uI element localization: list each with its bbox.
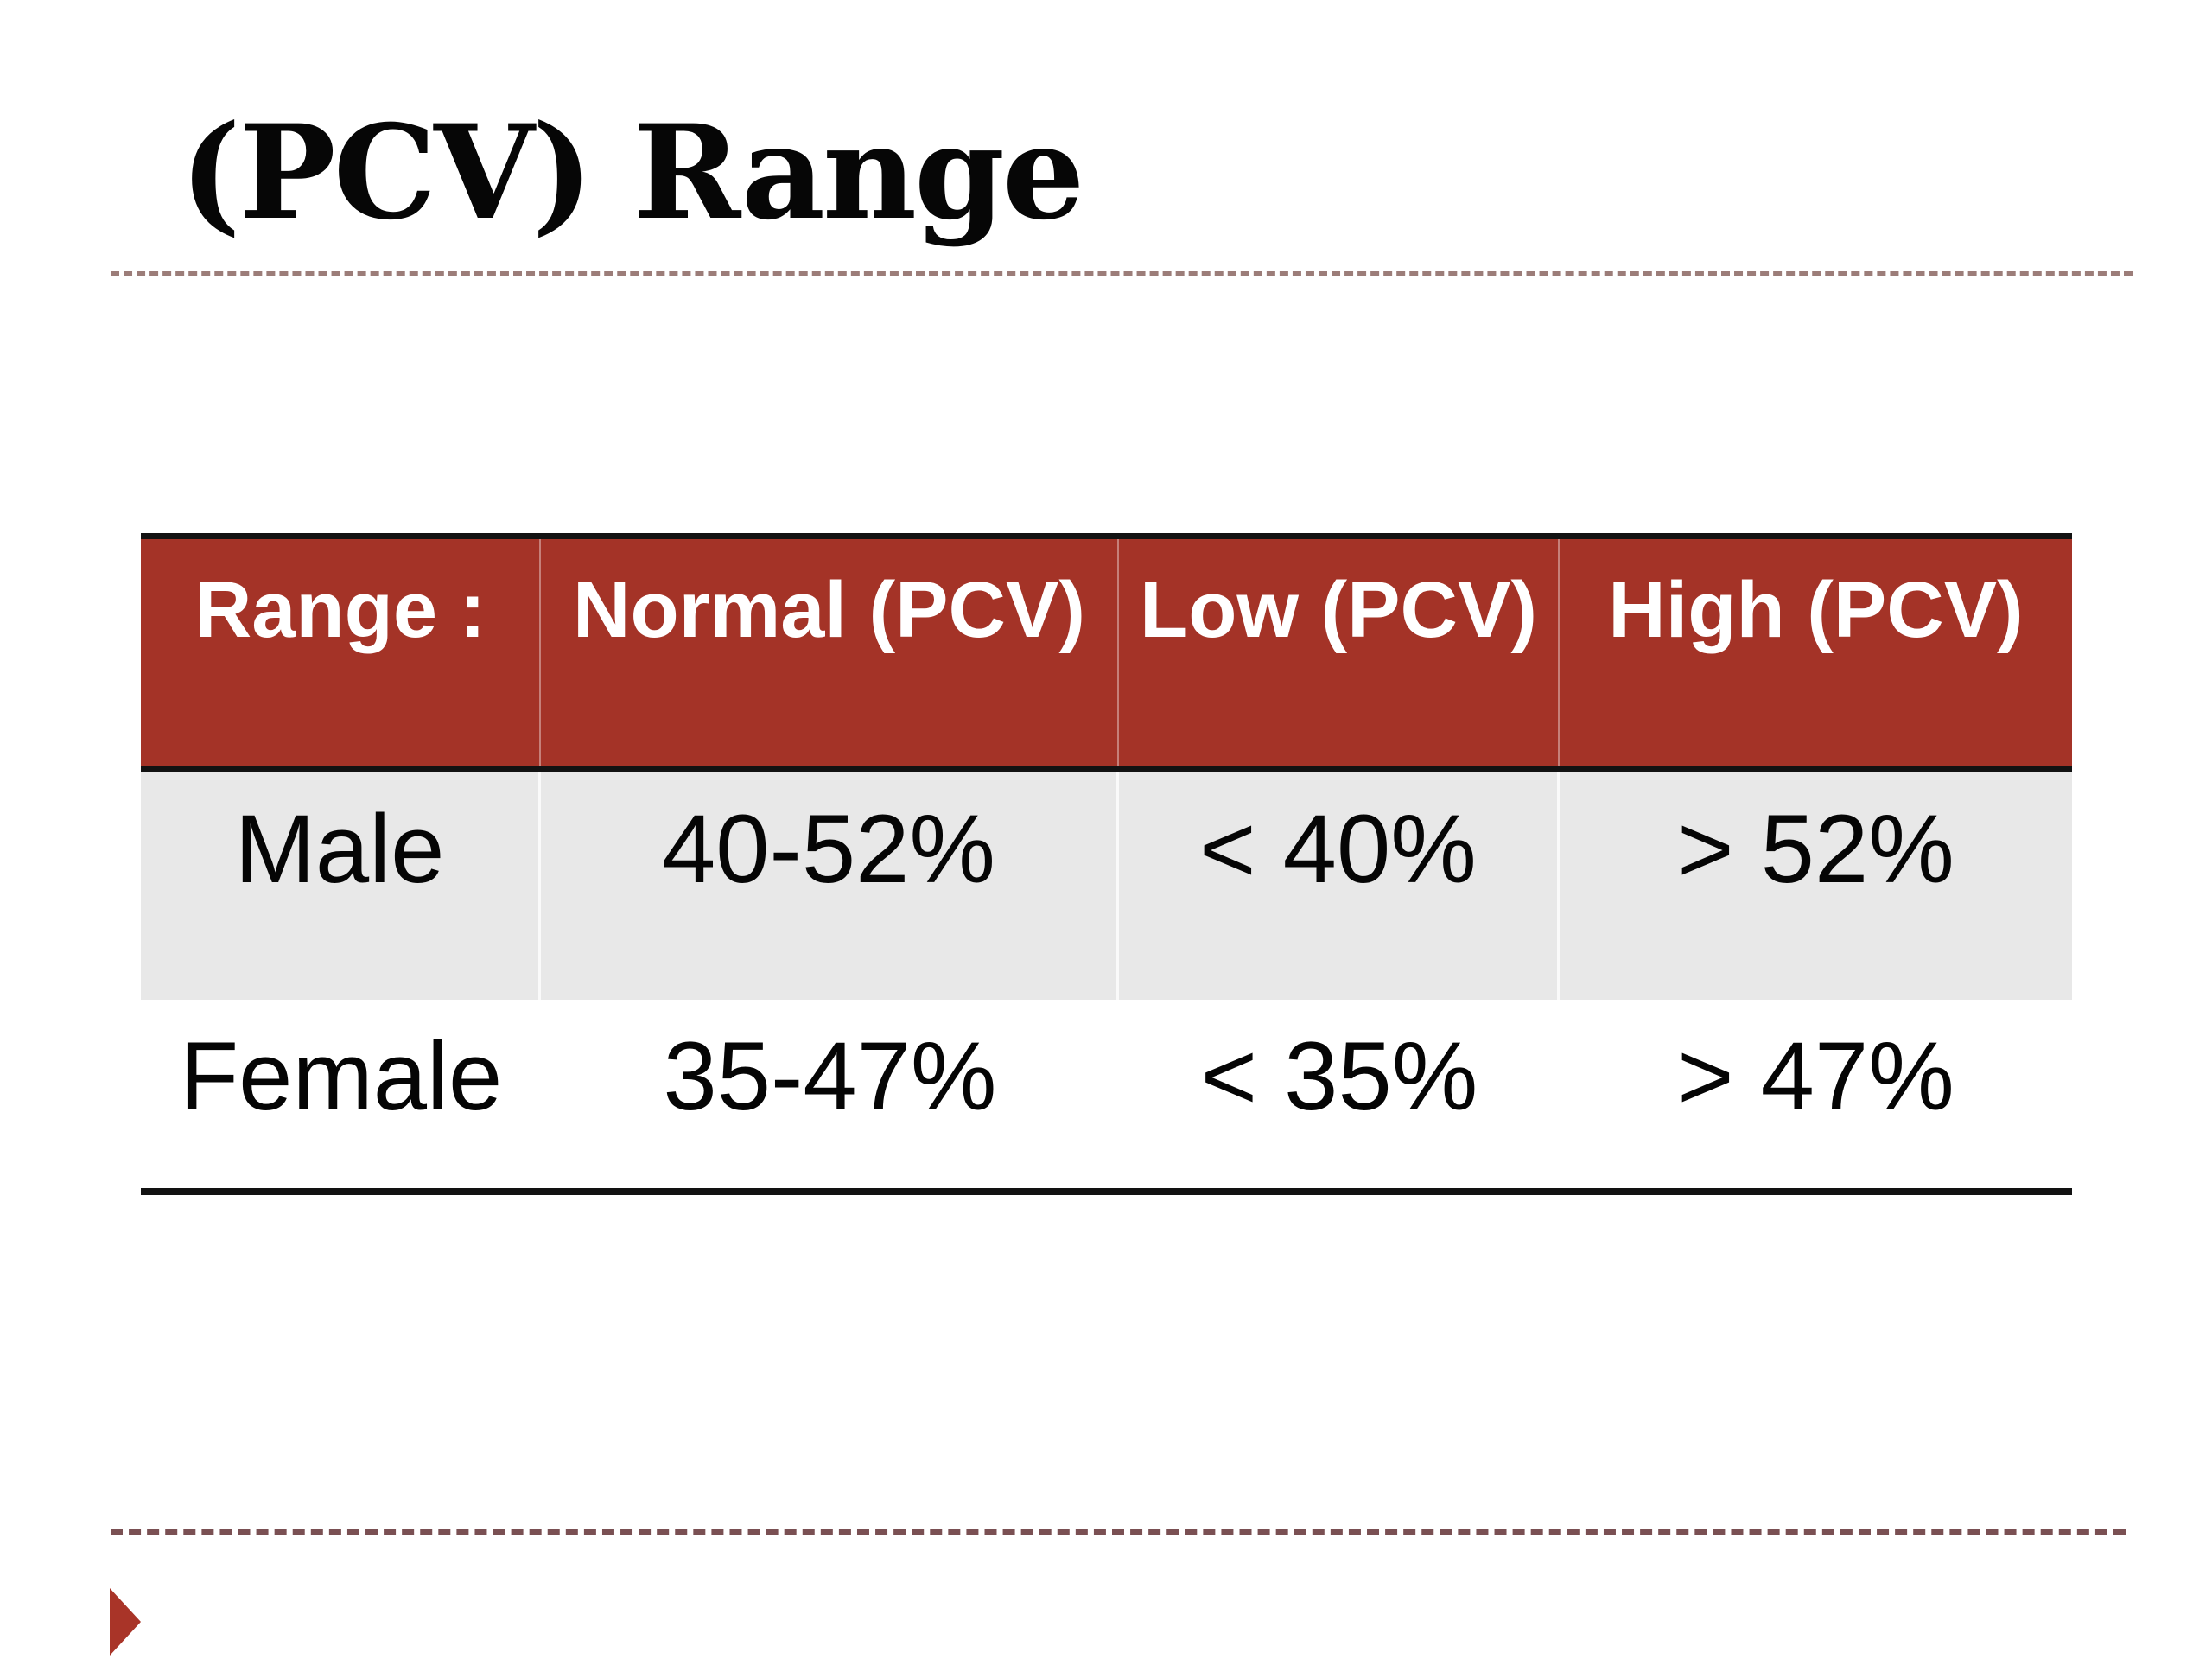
cell-female-high: > 47%: [1677, 1022, 1955, 1130]
header-cell-high-pcv: High (PCV): [1608, 566, 2024, 654]
right-triangle-icon: [110, 1588, 141, 1656]
table-header-row: Range : Normal (PCV) Low (PCV) High (PCV…: [141, 539, 2072, 772]
cell-female-label: Female: [179, 1022, 503, 1130]
cell-female-low: < 35%: [1200, 1022, 1478, 1130]
footer-dashed-line: [111, 1529, 2126, 1535]
cell-male-low: < 40%: [1119, 772, 1560, 1000]
header-cell-low-pcv: Low (PCV): [1119, 539, 1560, 766]
header-cell-range: Range :: [141, 539, 541, 766]
pcv-range-table: Range : Normal (PCV) Low (PCV) High (PCV…: [141, 533, 2072, 1195]
table-row-female: Female 35-47% < 35% > 47%: [141, 1000, 2072, 1195]
cell-male-high: > 52%: [1677, 795, 1955, 903]
table-row-male: Male 40-52% < 40% > 52%: [141, 772, 2072, 1000]
page-title: (PCV) Range: [180, 97, 1084, 249]
cell-male-normal: 40-52%: [541, 772, 1119, 1000]
cell-female-normal: 35-47%: [663, 1022, 997, 1130]
header-cell-normal-pcv: Normal (PCV): [541, 539, 1119, 766]
title-underline-dotted: [111, 271, 2133, 276]
cell-male-label: Male: [141, 772, 541, 1000]
